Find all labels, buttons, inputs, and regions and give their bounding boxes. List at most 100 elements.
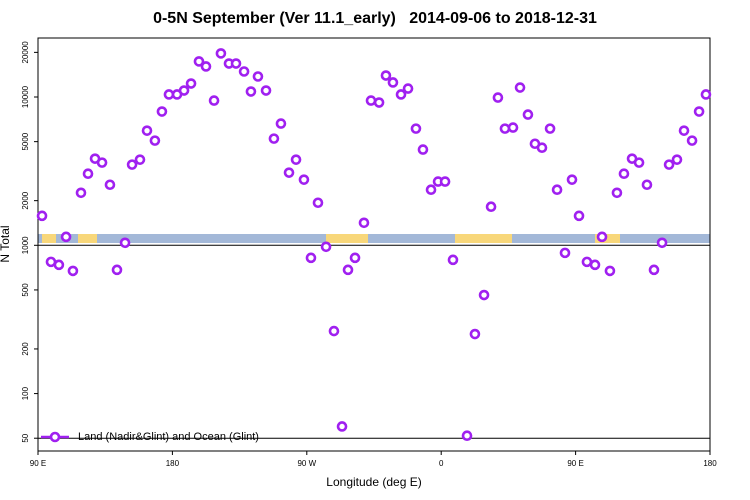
- x-tick-label: 0: [439, 459, 444, 468]
- legend-label: Land (Nadir&Glint) and Ocean (Glint): [78, 431, 259, 443]
- point: [365, 95, 377, 106]
- point: [290, 154, 302, 165]
- point: [663, 159, 675, 170]
- point: [499, 123, 511, 134]
- point: [387, 77, 399, 88]
- plot-frame: [37, 37, 711, 452]
- point: [700, 89, 712, 100]
- point: [260, 85, 272, 96]
- x-tick-label: 90 E: [567, 459, 583, 468]
- point: [551, 184, 563, 196]
- point: [298, 174, 310, 185]
- point: [417, 144, 429, 155]
- point: [215, 48, 227, 59]
- point: [178, 85, 190, 96]
- point: [425, 184, 437, 196]
- point: [305, 252, 317, 264]
- y-tick-label: 50: [21, 433, 30, 442]
- x-tick-label: 180: [166, 459, 180, 468]
- point: [395, 89, 407, 100]
- point: [200, 61, 212, 72]
- point: [410, 123, 422, 134]
- point: [156, 106, 168, 117]
- point: [589, 259, 601, 271]
- y-tick-label: 5000: [21, 132, 30, 150]
- point: [312, 197, 324, 209]
- y-tick-label: 2000: [21, 191, 30, 209]
- point: [36, 210, 48, 222]
- point: [60, 231, 72, 243]
- point: [82, 168, 94, 179]
- ocean-band: [38, 234, 710, 243]
- x-axis-label: Longitude (deg E): [326, 475, 421, 489]
- point: [573, 210, 585, 222]
- point: [478, 289, 490, 301]
- point: [686, 135, 698, 146]
- point: [283, 167, 295, 178]
- legend-marker: [49, 431, 61, 443]
- chart-title: 0-5N September (Ver 11.1_early) 2014-09-…: [153, 10, 597, 27]
- y-axis-label: N Total: [0, 225, 12, 262]
- point: [268, 133, 280, 144]
- point: [373, 97, 385, 108]
- x-tick-label: 90 E: [30, 459, 46, 468]
- point: [469, 328, 481, 340]
- point: [96, 157, 108, 168]
- point: [104, 179, 116, 191]
- point: [611, 187, 623, 199]
- point: [193, 56, 205, 67]
- point: [358, 217, 370, 229]
- point: [633, 157, 645, 168]
- point: [461, 430, 473, 441]
- point: [671, 154, 683, 165]
- point: [559, 247, 571, 259]
- point: [336, 421, 348, 432]
- point: [447, 254, 459, 266]
- y-tick-label: 500: [21, 283, 30, 297]
- point: [536, 142, 548, 154]
- point: [380, 70, 392, 81]
- point: [245, 86, 257, 97]
- surface-band: [38, 234, 710, 243]
- point: [320, 241, 332, 253]
- y-tick-label: 10000: [21, 85, 30, 108]
- land-band: [78, 234, 97, 243]
- point: [111, 264, 123, 276]
- y-tick-label: 100: [21, 386, 30, 400]
- point: [252, 71, 264, 82]
- point: [618, 168, 630, 179]
- point: [693, 106, 705, 117]
- point: [230, 58, 242, 69]
- land-band: [595, 234, 620, 243]
- point: [604, 265, 616, 277]
- point: [492, 92, 504, 103]
- land-band: [326, 234, 368, 243]
- point: [185, 78, 197, 89]
- point: [656, 237, 668, 249]
- point: [275, 118, 287, 129]
- point: [134, 154, 146, 165]
- point: [648, 264, 660, 276]
- land-band: [42, 234, 56, 243]
- point: [522, 109, 534, 120]
- point: [402, 83, 414, 94]
- x-tick-label: 180: [703, 459, 717, 468]
- point: [149, 135, 161, 146]
- point: [208, 95, 220, 106]
- point: [349, 252, 361, 264]
- point: [328, 325, 340, 337]
- point: [126, 159, 138, 170]
- point: [67, 265, 79, 277]
- point: [566, 174, 578, 185]
- point: [439, 176, 451, 187]
- point: [678, 125, 690, 136]
- y-tick-label: 20000: [21, 41, 30, 64]
- point: [75, 187, 87, 199]
- point: [342, 264, 354, 276]
- point: [238, 66, 250, 77]
- point: [514, 82, 526, 93]
- point: [485, 201, 497, 213]
- point: [641, 179, 653, 191]
- point: [544, 123, 556, 134]
